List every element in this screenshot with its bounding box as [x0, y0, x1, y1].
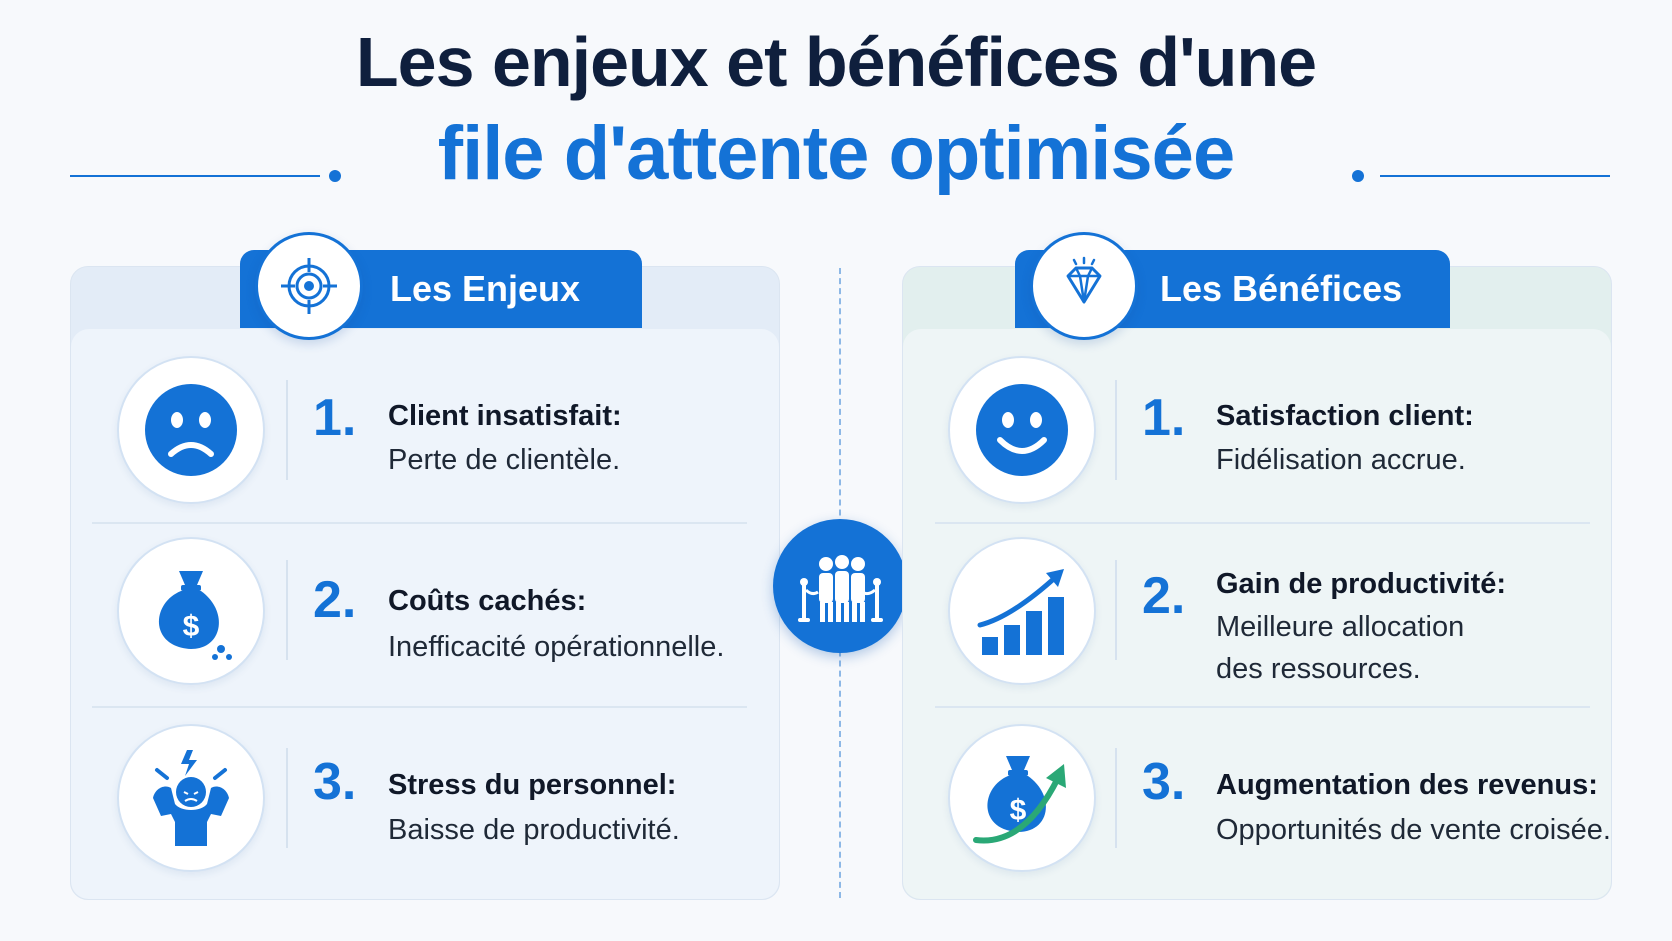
queue-people-icon	[773, 519, 907, 653]
sad-face-icon	[117, 356, 265, 504]
enjeux-item-2-number: 2.	[313, 571, 357, 629]
enjeux-item-2-desc: Inefficacité opérationnelle.	[388, 631, 725, 663]
benefices-item-3-number: 3.	[1142, 753, 1186, 811]
benefices-item-1-number: 1.	[1142, 389, 1186, 447]
enjeux-item-3-number: 3.	[313, 753, 357, 811]
row-divider	[1115, 560, 1117, 660]
benefices-item-2-title: Gain de productivité:	[1216, 568, 1507, 600]
stressed-person-icon	[117, 724, 265, 872]
benefices-item-3-title: Augmentation des revenus:	[1216, 769, 1598, 801]
title-rule-left	[70, 175, 320, 177]
enjeux-item-1-number: 1.	[313, 389, 357, 447]
svg-text:$: $	[183, 610, 200, 643]
enjeux-item-1-title: Client insatisfait:	[388, 400, 622, 432]
row-separator	[935, 522, 1590, 524]
benefices-item-1-title: Satisfaction client:	[1216, 400, 1474, 432]
row-divider	[1115, 380, 1117, 480]
svg-text:$: $	[1010, 794, 1027, 827]
row-divider	[286, 748, 288, 848]
money-bag-arrow-icon: $	[948, 724, 1096, 872]
title-rule-right	[1380, 175, 1610, 177]
leaking-money-bag-icon: $	[117, 537, 265, 685]
row-divider	[286, 380, 288, 480]
benefices-item-3-desc: Opportunités de vente croisée.	[1216, 814, 1611, 846]
enjeux-heading: Les Enjeux	[390, 268, 581, 309]
row-divider	[1115, 748, 1117, 848]
enjeux-item-3-title: Stress du personnel:	[388, 769, 677, 801]
row-divider	[286, 560, 288, 660]
title-dot-left	[329, 170, 341, 182]
smiley-face-icon	[948, 356, 1096, 504]
enjeux-item-3-desc: Baisse de productivité.	[388, 814, 680, 846]
benefices-item-2-number: 2.	[1142, 567, 1186, 625]
row-separator	[935, 706, 1590, 708]
benefices-heading: Les Bénéfices	[1160, 268, 1403, 309]
title-dot-right	[1352, 170, 1364, 182]
page-title: Les enjeux et bénéfices d'une	[355, 23, 1317, 101]
row-separator	[92, 706, 747, 708]
page-subtitle: file d'attente optimisée	[437, 111, 1235, 196]
growth-chart-icon	[948, 537, 1096, 685]
benefices-item-2-desc-line1: Meilleure allocation	[1216, 611, 1465, 643]
target-icon	[255, 232, 363, 340]
enjeux-item-2-title: Coûts cachés:	[388, 585, 587, 617]
benefices-item-1-desc: Fidélisation accrue.	[1216, 444, 1466, 476]
benefices-item-2-desc-line2: des ressources.	[1216, 653, 1421, 685]
diamond-icon	[1030, 232, 1138, 340]
enjeux-item-1-desc: Perte de clientèle.	[388, 444, 621, 476]
row-separator	[92, 522, 747, 524]
